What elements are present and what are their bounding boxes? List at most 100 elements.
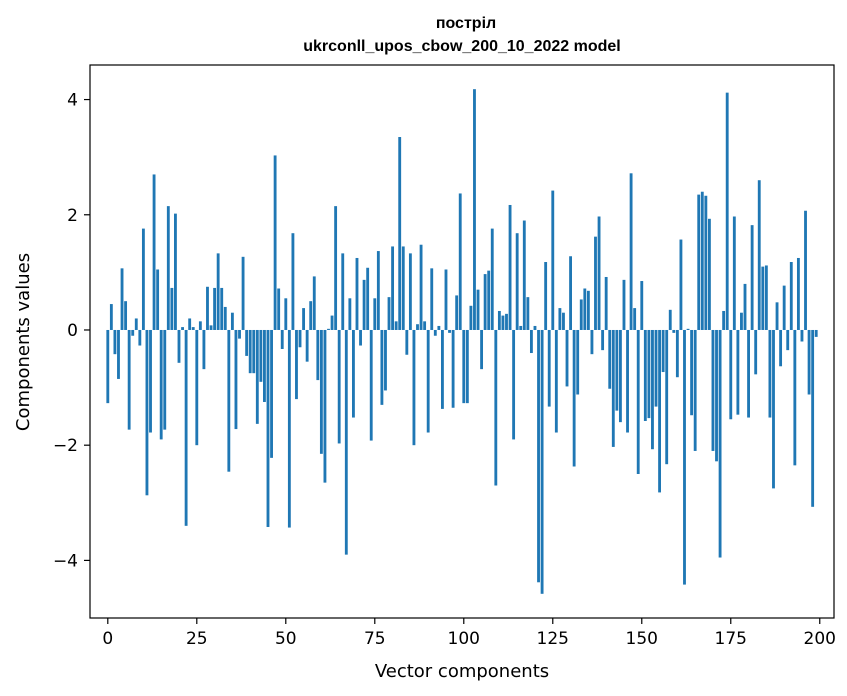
bar-3 [117, 329, 120, 379]
bar-73 [366, 267, 370, 330]
bar-184 [761, 266, 765, 330]
bar-51 [287, 329, 291, 528]
bar-145 [622, 279, 626, 330]
bar-155 [658, 329, 661, 493]
bar-197 [807, 329, 811, 395]
bar-105 [480, 329, 484, 370]
bar-48 [277, 288, 281, 330]
bar-9 [138, 329, 142, 346]
bar-26 [198, 321, 202, 330]
y-axis-ticks: −4 −2 0 2 4 [53, 91, 90, 571]
bar-19 [174, 213, 177, 330]
bar-75 [373, 298, 377, 330]
bar-10 [141, 228, 145, 330]
bar-196 [804, 210, 807, 330]
bar-107 [487, 270, 491, 330]
bar-112 [505, 313, 508, 330]
bar-153 [651, 329, 654, 450]
bar-83 [401, 246, 405, 330]
bar-33 [223, 306, 227, 330]
bar-186 [768, 329, 772, 418]
bar-167 [700, 191, 704, 330]
bar-0 [106, 329, 110, 404]
bar-183 [757, 180, 761, 330]
bar-39 [245, 329, 249, 356]
bar-122 [540, 329, 544, 594]
bar-61 [323, 329, 327, 483]
bar-138 [597, 216, 601, 330]
bar-188 [775, 302, 779, 330]
bar-22 [184, 329, 188, 526]
bar-47 [273, 155, 277, 330]
bar-149 [636, 329, 640, 474]
bar-151 [643, 329, 647, 421]
bar-53 [295, 329, 298, 400]
bar-series [106, 89, 818, 594]
bar-192 [789, 262, 793, 330]
bar-55 [302, 308, 306, 330]
x-tick-label: 100 [448, 629, 480, 649]
bar-34 [227, 329, 231, 472]
bar-165 [693, 329, 697, 451]
bar-52 [291, 233, 295, 330]
bar-110 [497, 310, 501, 330]
bar-158 [668, 309, 672, 330]
bar-181 [750, 225, 754, 330]
bar-76 [376, 251, 380, 330]
y-tick-label: 4 [67, 91, 78, 111]
bar-152 [647, 329, 651, 419]
bar-77 [380, 329, 384, 405]
bar-191 [786, 329, 790, 351]
bar-128 [562, 312, 565, 330]
bar-144 [618, 329, 622, 423]
bar-189 [779, 329, 783, 367]
bar-174 [725, 92, 729, 330]
bar-123 [544, 262, 548, 330]
bar-63 [330, 315, 334, 330]
bar-79 [387, 297, 391, 330]
bar-95 [444, 269, 448, 330]
bar-16 [163, 329, 167, 430]
bar-67 [344, 329, 348, 555]
bar-66 [341, 253, 345, 330]
bar-113 [508, 204, 512, 330]
bar-29 [209, 325, 213, 330]
bar-148 [633, 308, 637, 330]
bar-32 [220, 287, 224, 330]
y-tick-label: −2 [53, 436, 78, 456]
bar-116 [519, 325, 523, 330]
bar-92 [433, 329, 437, 336]
bar-178 [740, 312, 743, 330]
bar-195 [800, 329, 804, 342]
bar-4 [120, 268, 124, 330]
bar-25 [195, 329, 199, 446]
bar-97 [451, 329, 455, 408]
bar-120 [533, 325, 537, 330]
bar-131 [572, 329, 576, 467]
y-axis-label: Components values [13, 253, 34, 431]
bar-62 [327, 328, 330, 330]
bar-166 [697, 194, 701, 330]
bar-103 [473, 89, 476, 330]
bar-20 [177, 329, 181, 363]
bar-85 [408, 253, 412, 330]
bar-147 [629, 173, 633, 330]
bar-140 [604, 276, 608, 330]
bar-114 [512, 329, 516, 440]
x-tick-label: 75 [364, 629, 386, 649]
bar-106 [483, 274, 487, 330]
x-axis-label: Vector components [375, 661, 549, 682]
bar-142 [611, 329, 615, 447]
bar-118 [526, 297, 530, 330]
bar-133 [579, 299, 583, 330]
bar-159 [672, 329, 676, 333]
bar-154 [654, 329, 658, 407]
bar-13 [152, 174, 156, 330]
bar-101 [465, 329, 469, 404]
bar-36 [234, 329, 238, 430]
bar-43 [259, 329, 263, 382]
bar-41 [252, 329, 256, 374]
x-tick-label: 50 [275, 629, 297, 649]
x-axis-ticks: 0 25 50 75 100 125 150 175 200 [102, 618, 836, 649]
